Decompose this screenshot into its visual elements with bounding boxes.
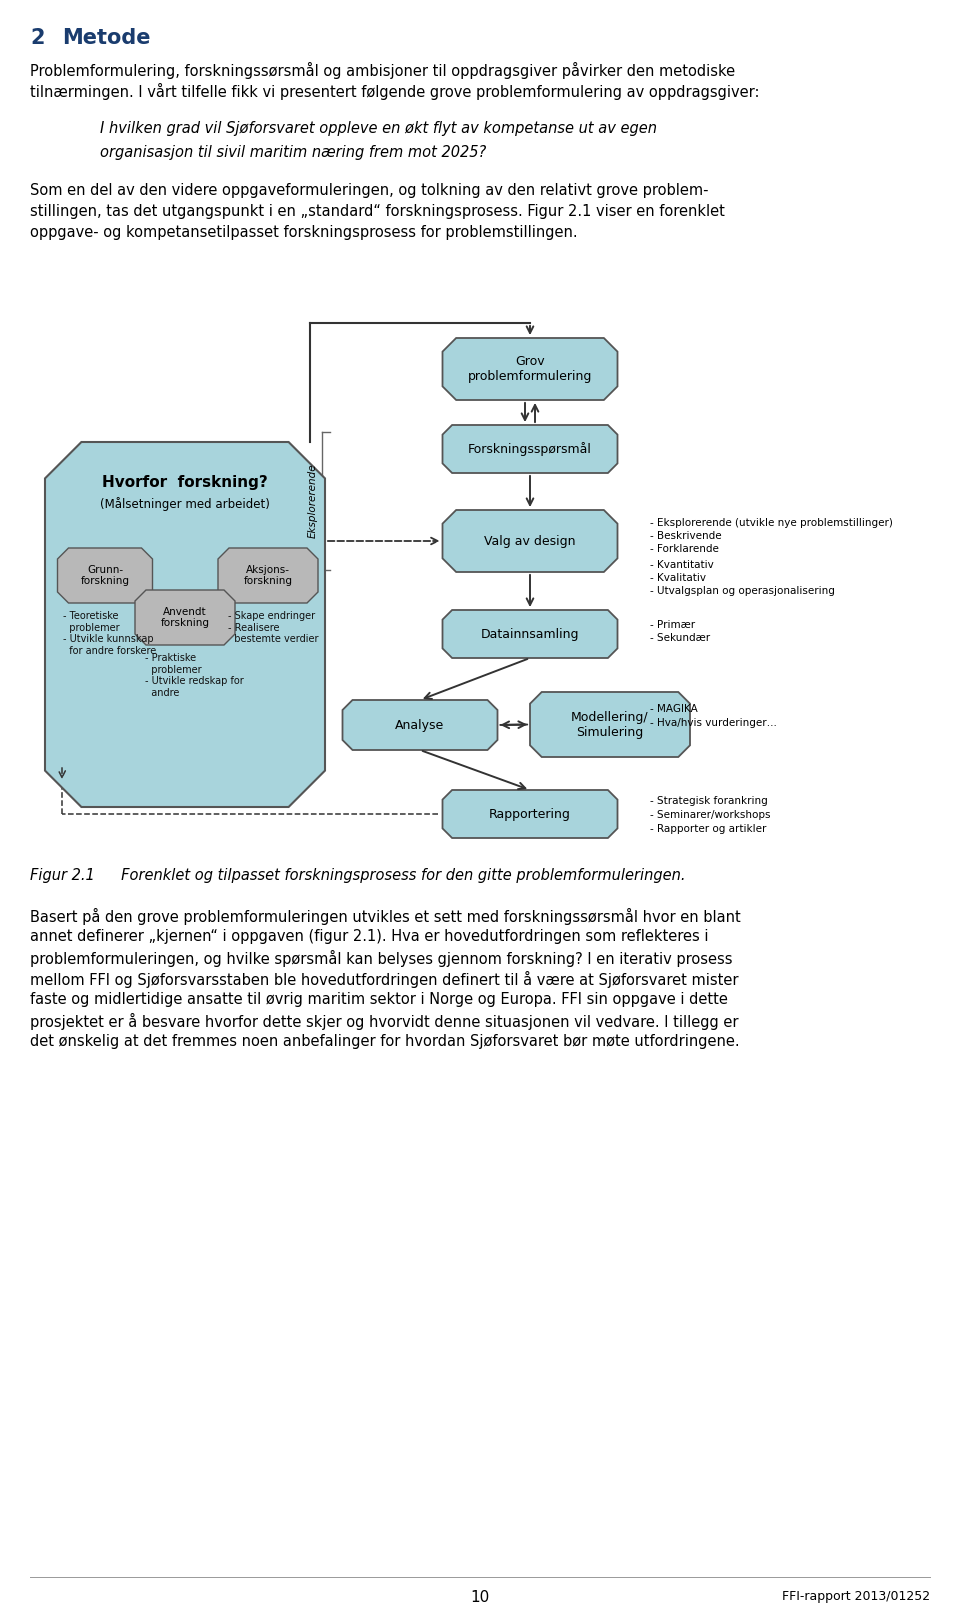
Text: - Strategisk forankring: - Strategisk forankring (650, 796, 768, 806)
Text: Datainnsamling: Datainnsamling (481, 628, 579, 640)
Text: - Teoretiske
  problemer
- Utvikle kunnskap
  for andre forskere: - Teoretiske problemer - Utvikle kunnska… (63, 611, 156, 656)
Text: stillingen, tas det utgangspunkt i en „standard“ forskningsprosess. Figur 2.1 vi: stillingen, tas det utgangspunkt i en „s… (30, 204, 725, 219)
Text: prosjektet er å besvare hvorfor dette skjer og hvorvidt denne situasjonen vil ve: prosjektet er å besvare hvorfor dette sk… (30, 1014, 738, 1030)
Text: Figur 2.1: Figur 2.1 (30, 867, 95, 883)
Polygon shape (58, 549, 153, 603)
Text: - Eksplorerende (utvikle nye problemstillinger): - Eksplorerende (utvikle nye problemstil… (650, 518, 893, 528)
Polygon shape (343, 700, 497, 750)
Text: - Hva/hvis vurderinger…: - Hva/hvis vurderinger… (650, 718, 777, 727)
Text: Grunn-
forskning: Grunn- forskning (81, 565, 130, 586)
Text: - Beskrivende: - Beskrivende (650, 531, 722, 541)
Text: - Seminarer/workshops: - Seminarer/workshops (650, 809, 771, 821)
Polygon shape (443, 790, 617, 838)
Text: annet definerer „kjernen“ i oppgaven (figur 2.1). Hva er hovedutfordringen som r: annet definerer „kjernen“ i oppgaven (fi… (30, 928, 708, 944)
Text: - Utvalgsplan og operasjonalisering: - Utvalgsplan og operasjonalisering (650, 586, 835, 595)
Text: Problemformulering, forskningssørsmål og ambisjoner til oppdragsgiver påvirker d: Problemformulering, forskningssørsmål og… (30, 63, 735, 79)
Polygon shape (443, 510, 617, 573)
Text: organisasjon til sivil maritim næring frem mot 2025?: organisasjon til sivil maritim næring fr… (100, 145, 487, 159)
Text: - MAGIKA: - MAGIKA (650, 705, 698, 714)
Text: Analyse: Analyse (396, 719, 444, 732)
Text: FFI-rapport 2013/01252: FFI-rapport 2013/01252 (781, 1590, 930, 1603)
Text: mellom FFI og Sjøforsvarsstaben ble hovedutfordringen definert til å være at Sjø: mellom FFI og Sjøforsvarsstaben ble hove… (30, 970, 738, 988)
Text: (Målsetninger med arbeidet): (Målsetninger med arbeidet) (100, 497, 270, 512)
Text: tilnærmingen. I vårt tilfelle fikk vi presentert følgende grove problemformuleri: tilnærmingen. I vårt tilfelle fikk vi pr… (30, 84, 759, 100)
Text: Valg av design: Valg av design (484, 534, 576, 547)
Polygon shape (45, 442, 325, 808)
Text: 10: 10 (470, 1590, 490, 1606)
Text: - Rapporter og artikler: - Rapporter og artikler (650, 824, 766, 833)
Text: Rapportering: Rapportering (489, 808, 571, 821)
Text: det ønskelig at det fremmes noen anbefalinger for hvordan Sjøforsvaret bør møte : det ønskelig at det fremmes noen anbefal… (30, 1035, 739, 1049)
Polygon shape (443, 610, 617, 658)
Text: problemformuleringen, og hvilke spørsmål kan belyses gjennom forskning? I en ite: problemformuleringen, og hvilke spørsmål… (30, 949, 732, 967)
Text: - Forklarende: - Forklarende (650, 544, 719, 553)
Polygon shape (443, 338, 617, 401)
Text: - Sekundær: - Sekundær (650, 632, 710, 644)
Text: - Skape endringer
- Realisere
  bestemte verdier: - Skape endringer - Realisere bestemte v… (228, 611, 319, 644)
Text: oppgave- og kompetansetilpasset forskningsprosess for problemstillingen.: oppgave- og kompetansetilpasset forsknin… (30, 225, 578, 240)
Text: - Praktiske
  problemer
- Utvikle redskap for
  andre: - Praktiske problemer - Utvikle redskap … (145, 653, 244, 698)
Text: Grov
problemformulering: Grov problemformulering (468, 356, 592, 383)
Text: Som en del av den videre oppgaveformuleringen, og tolkning av den relativt grove: Som en del av den videre oppgaveformuler… (30, 183, 708, 198)
Text: Metode: Metode (62, 27, 151, 48)
Polygon shape (443, 425, 617, 473)
Text: Aksjons-
forskning: Aksjons- forskning (244, 565, 293, 586)
Text: 2: 2 (30, 27, 44, 48)
Text: Modellering/
Simulering: Modellering/ Simulering (571, 711, 649, 739)
Text: Forenklet og tilpasset forskningsprosess for den gitte problemformuleringen.: Forenklet og tilpasset forskningsprosess… (98, 867, 685, 883)
Text: faste og midlertidige ansatte til øvrig maritim sektor i Norge og Europa. FFI si: faste og midlertidige ansatte til øvrig … (30, 993, 728, 1007)
Text: - Kvalitativ: - Kvalitativ (650, 573, 706, 582)
Text: Forskningsspørsmål: Forskningsspørsmål (468, 442, 592, 455)
Text: - Primær: - Primær (650, 619, 695, 631)
Text: Hvorfor  forskning?: Hvorfor forskning? (102, 475, 268, 489)
Text: Anvendt
forskning: Anvendt forskning (160, 607, 209, 628)
Text: - Kvantitativ: - Kvantitativ (650, 560, 713, 570)
Text: I hvilken grad vil Sjøforsvaret oppleve en økt flyt av kompetanse ut av egen: I hvilken grad vil Sjøforsvaret oppleve … (100, 121, 657, 137)
Polygon shape (218, 549, 318, 603)
Text: Eksplorerende: Eksplorerende (308, 463, 318, 539)
Text: Basert på den grove problemformuleringen utvikles et sett med forskningssørsmål : Basert på den grove problemformuleringen… (30, 907, 741, 925)
Polygon shape (135, 591, 235, 645)
Polygon shape (530, 692, 690, 756)
